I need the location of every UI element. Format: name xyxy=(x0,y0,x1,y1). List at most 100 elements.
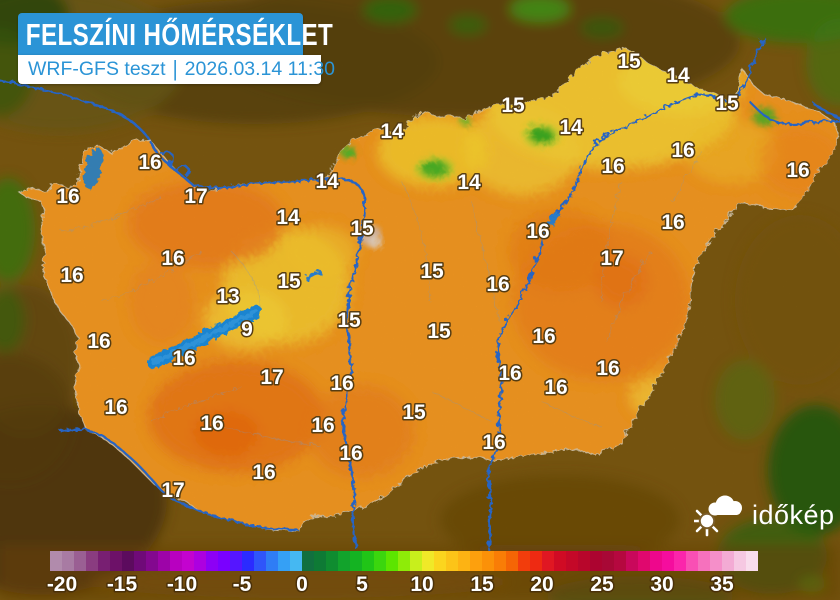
legend-segment xyxy=(110,551,122,571)
legend-segment xyxy=(518,551,530,571)
legend-segment xyxy=(230,551,242,571)
sun-cloud-icon xyxy=(694,495,742,537)
legend-segment xyxy=(254,551,266,571)
temp-label: 15 xyxy=(420,260,444,283)
legend-segment xyxy=(530,551,542,571)
legend-tick-label: 0 xyxy=(296,573,308,596)
temp-label: 16 xyxy=(252,461,275,484)
legend-tick-label: 25 xyxy=(590,573,614,596)
temp-label: 16 xyxy=(161,247,184,270)
legend-tick-label: 20 xyxy=(530,573,553,596)
legend-segment xyxy=(326,551,338,571)
legend-segment xyxy=(662,551,674,571)
legend-segment xyxy=(86,551,98,571)
temp-label: 15 xyxy=(427,320,451,343)
temp-label: 16 xyxy=(486,273,509,296)
temp-label: 16 xyxy=(671,139,694,162)
legend-segment xyxy=(266,551,278,571)
legend-segment xyxy=(74,551,86,571)
legend-segment xyxy=(290,551,302,571)
temp-label: 15 xyxy=(350,217,374,240)
legend-segment xyxy=(218,551,230,571)
legend-segment xyxy=(194,551,206,571)
temp-label: 16 xyxy=(482,431,505,454)
temp-label: 15 xyxy=(402,401,426,424)
legend-segment xyxy=(302,551,314,571)
legend-tick-label: -10 xyxy=(167,573,197,596)
legend-segment xyxy=(182,551,194,571)
temp-label: 16 xyxy=(56,185,79,208)
legend-segment xyxy=(338,551,350,571)
temp-label: 17 xyxy=(184,185,207,208)
legend-tick-label: -5 xyxy=(233,573,252,596)
temp-label: 16 xyxy=(661,211,684,234)
legend-segment xyxy=(746,551,758,571)
legend-segment xyxy=(710,551,722,571)
temp-label: 16 xyxy=(544,376,567,399)
idokep-logo: időkép xyxy=(694,492,835,538)
idokep-logo-text: időkép xyxy=(752,499,835,530)
legend-segment xyxy=(722,551,734,571)
temp-label: 14 xyxy=(457,171,481,194)
legend-tick-label: 35 xyxy=(710,573,734,596)
temp-label: 16 xyxy=(596,357,619,380)
subtitle-separator: | xyxy=(172,56,178,82)
legend-segment xyxy=(626,551,638,571)
legend-tick-labels: -20 -15 -10 -5 0 5 10 15 20 25 30 35 xyxy=(45,572,735,598)
legend-segment xyxy=(686,551,698,571)
legend-segment xyxy=(362,551,374,571)
legend-segment xyxy=(614,551,626,571)
legend-segment xyxy=(146,551,158,571)
temp-label: 15 xyxy=(277,270,301,293)
temp-label: 16 xyxy=(200,412,223,435)
legend-segment xyxy=(734,551,746,571)
legend-segment xyxy=(506,551,518,571)
legend-segment xyxy=(482,551,494,571)
temp-label: 16 xyxy=(498,362,521,385)
legend-segment xyxy=(494,551,506,571)
temp-label: 13 xyxy=(216,285,239,308)
temp-label: 9 xyxy=(241,318,253,341)
page-title-text: FELSZÍNI HŐMÉRSÉKLET xyxy=(25,17,334,52)
legend-segment xyxy=(434,551,446,571)
temp-label: 15 xyxy=(337,309,361,332)
model-name: WRF-GFS teszt xyxy=(28,58,166,80)
legend-segment xyxy=(470,551,482,571)
temp-label: 15 xyxy=(617,50,641,73)
temp-label: 17 xyxy=(161,479,184,502)
subtitle-bar: WRF-GFS teszt | 2026.03.14 11:30 xyxy=(18,55,335,84)
legend-segment xyxy=(314,551,326,571)
temp-label: 16 xyxy=(339,442,362,465)
legend-segment xyxy=(578,551,590,571)
legend-segment xyxy=(542,551,554,571)
legend-segment xyxy=(398,551,410,571)
legend-segment xyxy=(242,551,254,571)
legend-tick-label: 10 xyxy=(410,573,433,596)
legend-segment xyxy=(566,551,578,571)
temp-label: 16 xyxy=(786,159,809,182)
temp-label: 14 xyxy=(315,170,339,193)
legend-tick-label: 15 xyxy=(470,573,494,596)
legend-tick-label: -15 xyxy=(107,573,138,596)
temp-label: 16 xyxy=(601,155,624,178)
legend-tick-label: 30 xyxy=(650,573,673,596)
temp-label: 16 xyxy=(311,414,334,437)
temp-label: 14 xyxy=(559,116,583,139)
title-banner: FELSZÍNI HŐMÉRSÉKLET WRF-GFS teszt | 2026.… xyxy=(18,13,335,84)
temp-label: 16 xyxy=(330,372,353,395)
legend-segment xyxy=(410,551,422,571)
legend-segment xyxy=(50,551,62,571)
legend-segment xyxy=(158,551,170,571)
legend-segment xyxy=(590,551,602,571)
legend-segment xyxy=(386,551,398,571)
temp-label: 15 xyxy=(715,92,739,115)
run-timestamp: 2026.03.14 11:30 xyxy=(184,58,336,80)
legend-colorbar xyxy=(50,551,758,571)
legend-segment xyxy=(602,551,614,571)
legend-segment xyxy=(98,551,110,571)
temp-label: 14 xyxy=(666,64,690,87)
legend-segment xyxy=(170,551,182,571)
temp-label: 14 xyxy=(276,206,300,229)
